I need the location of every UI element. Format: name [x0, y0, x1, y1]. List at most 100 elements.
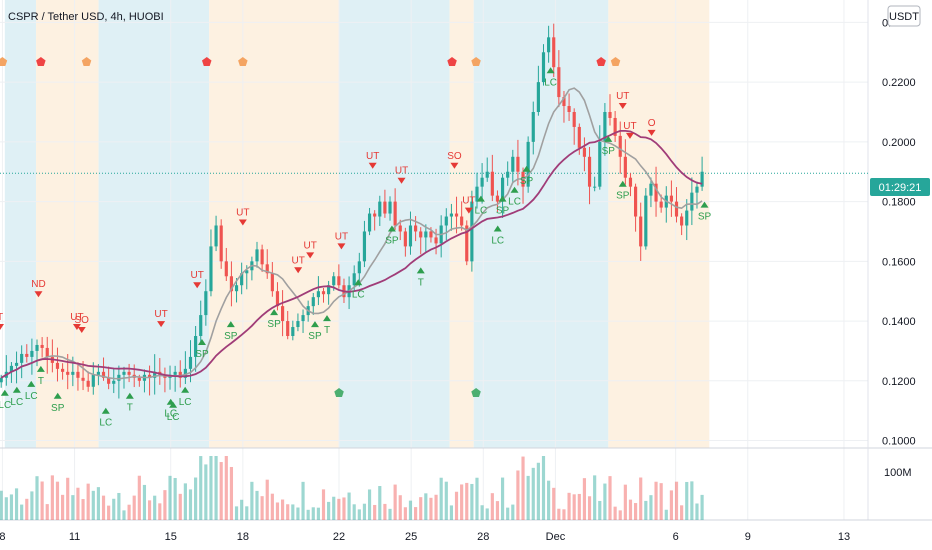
volume-bar: [296, 507, 300, 520]
signal-label: UT: [335, 231, 348, 242]
candle-body: [470, 201, 474, 262]
signal-label: LC: [491, 236, 504, 247]
candle-body: [209, 246, 213, 292]
volume-bar: [634, 503, 638, 520]
x-axis-tick-label: 11: [69, 531, 80, 543]
signal-label: SP: [308, 331, 322, 342]
volume-bar: [429, 497, 433, 520]
volume-bar: [14, 488, 19, 520]
volume-bar: [685, 481, 689, 520]
volume-bar: [419, 497, 423, 520]
volume-bar: [460, 484, 464, 520]
chart-title: CSPR / Tether USD, 4h, HUOBI: [8, 11, 164, 23]
candle-body: [101, 371, 106, 378]
candle-body: [511, 156, 515, 172]
candle-body: [644, 195, 648, 247]
signal-label: LC: [352, 289, 365, 300]
moving-averages: [0, 87, 703, 380]
volume-bar: [613, 506, 617, 520]
candle-body: [414, 225, 418, 232]
candle-body: [275, 291, 280, 307]
candle-body: [547, 37, 551, 53]
signal-up-arrow: [197, 339, 206, 346]
candle-body: [127, 371, 131, 375]
volume-bar: [352, 504, 356, 520]
volume-bar: [587, 496, 592, 520]
candle-body: [357, 261, 361, 274]
candle-body: [286, 321, 290, 336]
volume-bar: [567, 492, 571, 520]
x-axis-tick-label: 28: [477, 531, 489, 543]
signal-label: SP: [195, 349, 209, 360]
pentagon-marker: [0, 57, 8, 66]
volume-bar: [327, 501, 331, 520]
candle-body: [61, 368, 65, 372]
signal-label: SO: [447, 151, 462, 162]
volume-bar: [234, 506, 239, 520]
signal-label: UT: [366, 151, 379, 162]
volume-bar: [50, 475, 54, 520]
volume-bar: [572, 494, 576, 520]
volume-bar: [511, 504, 515, 520]
x-axis-tick-label: 9: [745, 531, 751, 543]
candle-body: [639, 216, 643, 247]
candle-body: [260, 249, 264, 265]
signal-up-arrow: [323, 315, 332, 322]
volume-bar: [618, 510, 622, 520]
signal-label: SP: [520, 176, 534, 187]
volume-bar: [480, 505, 484, 520]
candle-body: [628, 177, 633, 187]
candle-body: [659, 201, 663, 208]
candle-body: [613, 117, 617, 136]
signal-down-arrow: [306, 252, 315, 259]
volume-bar: [388, 508, 392, 520]
volume-bar: [695, 503, 699, 520]
volume-bar: [280, 499, 285, 520]
x-axis-tick-label: 22: [333, 531, 345, 543]
volume-bar: [500, 477, 505, 520]
signal-label: UT: [395, 166, 408, 177]
candle-body: [618, 135, 622, 157]
candle-body: [316, 291, 320, 298]
volume-bar: [557, 508, 561, 520]
candle-body: [378, 201, 382, 217]
signal-up-arrow: [416, 267, 425, 274]
candle-body: [654, 183, 658, 202]
volume-bar: [245, 506, 249, 520]
volume-bar: [316, 507, 320, 520]
volume-bar: [122, 510, 126, 520]
candle-body: [552, 37, 556, 68]
volume-bar: [178, 493, 182, 520]
volume-bar: [669, 490, 673, 520]
volume-bar: [347, 492, 351, 520]
candle-body: [603, 112, 607, 142]
volume-bar: [0, 490, 3, 520]
y-axis-tick-label: 0.1200: [882, 376, 916, 388]
volume-bar: [311, 507, 315, 520]
volume-bar: [506, 507, 510, 520]
volume-bar: [240, 499, 244, 520]
signal-down-arrow: [647, 129, 656, 136]
volume-bar: [101, 495, 106, 520]
signal-label: UT: [462, 196, 475, 207]
candle-body: [0, 377, 3, 383]
volume-bar: [342, 497, 346, 520]
currency-badge[interactable]: USDT: [887, 5, 921, 27]
candle-body: [25, 353, 29, 357]
candle-body: [291, 327, 295, 336]
candle-body: [567, 106, 571, 112]
candle-body: [685, 210, 689, 226]
volume-bars: [0, 456, 704, 520]
volume-bar: [337, 498, 341, 520]
volume-bar: [9, 494, 14, 520]
candle-body: [153, 371, 157, 378]
volume-bar: [552, 487, 556, 520]
candle-body: [490, 171, 494, 196]
candle-body: [245, 270, 249, 274]
signal-down-arrow: [618, 103, 627, 110]
session-band: [209, 0, 340, 448]
volume-bar: [163, 490, 167, 520]
current-price-tag: 01:29:21: [870, 178, 930, 196]
x-axis-tick-label: 15: [165, 531, 177, 543]
